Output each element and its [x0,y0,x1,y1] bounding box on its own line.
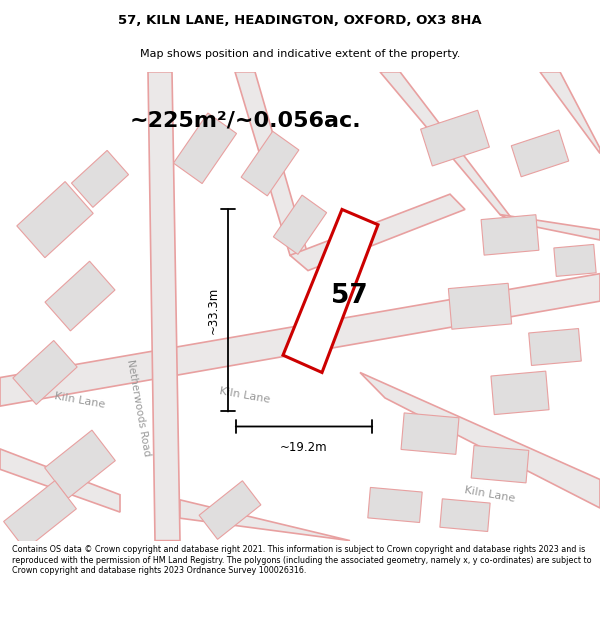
Polygon shape [421,110,490,166]
Text: Kiln Lane: Kiln Lane [54,391,106,409]
Polygon shape [148,72,180,541]
Polygon shape [0,449,120,512]
Polygon shape [491,371,549,414]
Polygon shape [511,130,569,177]
Polygon shape [173,113,236,184]
Text: ~19.2m: ~19.2m [280,441,328,454]
Polygon shape [360,372,600,508]
Text: Kiln Lane: Kiln Lane [464,486,516,504]
Polygon shape [180,500,350,541]
Polygon shape [17,182,93,258]
Polygon shape [554,244,596,276]
Polygon shape [13,341,77,404]
Polygon shape [44,430,115,498]
Polygon shape [481,215,539,255]
Text: Map shows position and indicative extent of the property.: Map shows position and indicative extent… [140,49,460,59]
Text: ~225m²/~0.056ac.: ~225m²/~0.056ac. [129,111,361,131]
Polygon shape [368,488,422,522]
Polygon shape [529,329,581,366]
Polygon shape [235,72,308,255]
Polygon shape [471,446,529,483]
Text: Netherwoods Road: Netherwoods Road [125,359,151,458]
Polygon shape [4,481,76,549]
Polygon shape [283,209,378,372]
Polygon shape [401,413,459,454]
Text: Kiln Lane: Kiln Lane [219,386,271,405]
Text: Contains OS data © Crown copyright and database right 2021. This information is : Contains OS data © Crown copyright and d… [12,545,592,575]
Polygon shape [448,283,512,329]
Polygon shape [500,214,600,240]
Polygon shape [241,131,299,196]
Polygon shape [440,499,490,531]
Polygon shape [540,72,600,153]
Text: 57, KILN LANE, HEADINGTON, OXFORD, OX3 8HA: 57, KILN LANE, HEADINGTON, OXFORD, OX3 8… [118,14,482,27]
Polygon shape [380,72,515,222]
Polygon shape [45,261,115,331]
Polygon shape [199,481,261,539]
Polygon shape [274,195,326,254]
Polygon shape [290,194,465,271]
Polygon shape [71,151,128,208]
Text: ~33.3m: ~33.3m [207,287,220,334]
Text: 57: 57 [331,282,368,309]
Polygon shape [0,274,600,406]
